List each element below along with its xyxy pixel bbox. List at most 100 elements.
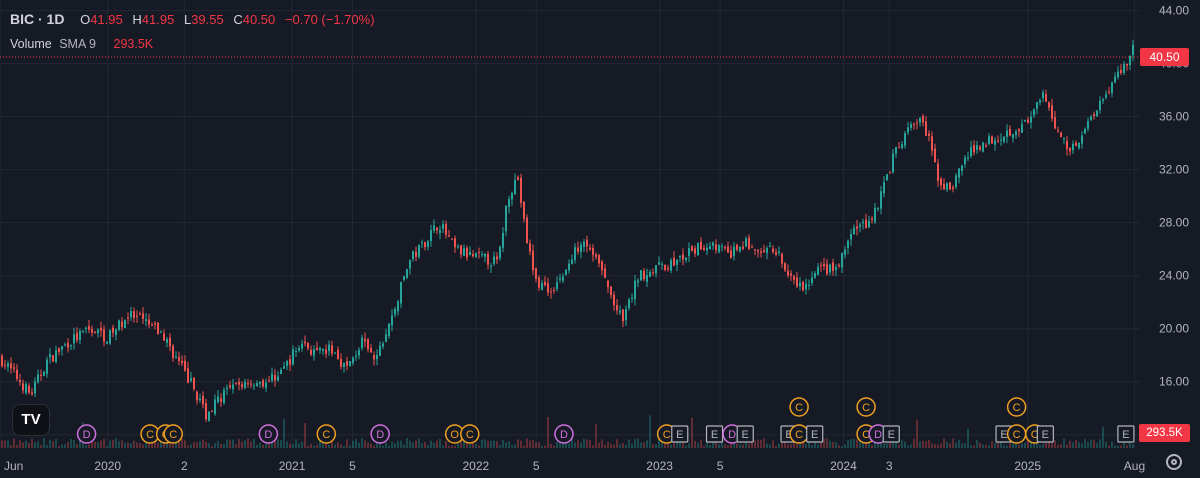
candle-body <box>703 247 705 250</box>
volume-bar <box>694 440 696 448</box>
volume-bar <box>34 441 36 448</box>
volume-bar <box>499 444 501 448</box>
candle-body <box>589 247 591 250</box>
candle-body <box>547 283 549 293</box>
volume-bar <box>1096 443 1098 448</box>
volume-bar <box>715 438 717 448</box>
volume-bar <box>46 444 48 448</box>
candle-body <box>694 248 696 254</box>
volume-bar <box>817 444 819 448</box>
candle-body <box>352 357 354 364</box>
volume-bar <box>985 444 987 448</box>
event-marker-label: C <box>146 429 154 441</box>
candle-body <box>1021 124 1023 133</box>
candle-body <box>181 360 183 364</box>
volume-bar <box>223 443 225 448</box>
candle-body <box>172 345 174 359</box>
candle-body <box>97 329 99 334</box>
candle-body <box>373 355 375 360</box>
volume-bar <box>211 445 213 448</box>
candle-body <box>1057 130 1059 132</box>
volume-bar <box>265 439 267 448</box>
candle-body <box>622 309 624 322</box>
candle-body <box>862 221 864 224</box>
candle-body <box>1072 143 1074 151</box>
volume-bars <box>1 415 1134 448</box>
volume-bar <box>790 444 792 448</box>
candle-body <box>394 308 396 315</box>
volume-bar <box>367 442 369 448</box>
candle-body <box>223 390 225 403</box>
volume-bar <box>478 445 480 448</box>
candle-body <box>121 321 123 328</box>
price-tick-label: 16.00 <box>1159 375 1189 389</box>
volume-bar <box>487 440 489 448</box>
candle-body <box>43 371 45 376</box>
candle-body <box>679 255 681 258</box>
candle-body <box>424 241 426 247</box>
candle-body <box>997 140 999 142</box>
volume-bar <box>601 439 603 448</box>
symbol-title[interactable]: BIC · 1D <box>10 11 65 27</box>
tradingview-logo-icon[interactable]: TV <box>12 404 50 436</box>
volume-bar <box>370 443 372 448</box>
candle-body <box>241 384 243 388</box>
candle-body <box>25 384 27 393</box>
candle-body <box>781 253 783 264</box>
candle-body <box>601 261 603 271</box>
volume-bar <box>1024 442 1026 448</box>
candle-body <box>1006 130 1008 137</box>
volume-bar <box>307 445 309 448</box>
candle-body <box>73 334 75 344</box>
candle-body <box>664 264 666 270</box>
volume-row[interactable]: Volume SMA 9 293.5K <box>10 35 375 53</box>
volume-bar <box>787 444 789 448</box>
candle-body <box>217 396 219 403</box>
candle-body <box>379 346 381 356</box>
volume-bar <box>58 445 60 448</box>
volume-bar <box>118 441 120 448</box>
volume-bar <box>343 445 345 448</box>
change-value: −0.70 (−1.70%) <box>284 12 375 27</box>
candle-body <box>682 254 684 260</box>
candle-body <box>175 356 177 358</box>
candle-body <box>991 136 993 144</box>
volume-bar <box>772 440 774 448</box>
gear-icon[interactable] <box>1166 454 1182 470</box>
time-tick-label: 5 <box>533 459 540 473</box>
price-tick-label: 20.00 <box>1159 322 1189 336</box>
volume-bar <box>292 444 294 448</box>
volume-bar <box>802 440 804 448</box>
volume-bar <box>451 445 453 448</box>
volume-bar <box>907 445 909 448</box>
high-value: 41.95 <box>141 12 175 27</box>
candle-body <box>406 269 408 278</box>
candle-body <box>790 273 792 276</box>
candle-body <box>1117 71 1119 78</box>
candle-body <box>1024 120 1026 122</box>
candle-body <box>88 326 90 330</box>
volume-bar <box>1078 441 1080 448</box>
volume-bar <box>172 443 174 448</box>
volume-bar <box>946 441 948 448</box>
candle-body <box>310 349 312 355</box>
volume-bar <box>949 443 951 448</box>
candle-body <box>22 383 24 391</box>
volume-bar <box>106 445 108 448</box>
candle-body <box>553 289 555 291</box>
volume-bar <box>832 441 834 448</box>
volume-bar <box>298 443 300 448</box>
volume-bar <box>868 442 870 448</box>
volume-bar <box>1069 440 1071 448</box>
volume-bar <box>427 445 429 448</box>
volume-bar <box>961 443 963 448</box>
candle-body <box>463 248 465 256</box>
volume-bar <box>751 439 753 448</box>
volume-bar <box>1105 441 1107 448</box>
volume-bar <box>805 444 807 448</box>
volume-bar <box>376 438 378 448</box>
candle-body <box>964 157 966 165</box>
volume-bar <box>214 442 216 448</box>
